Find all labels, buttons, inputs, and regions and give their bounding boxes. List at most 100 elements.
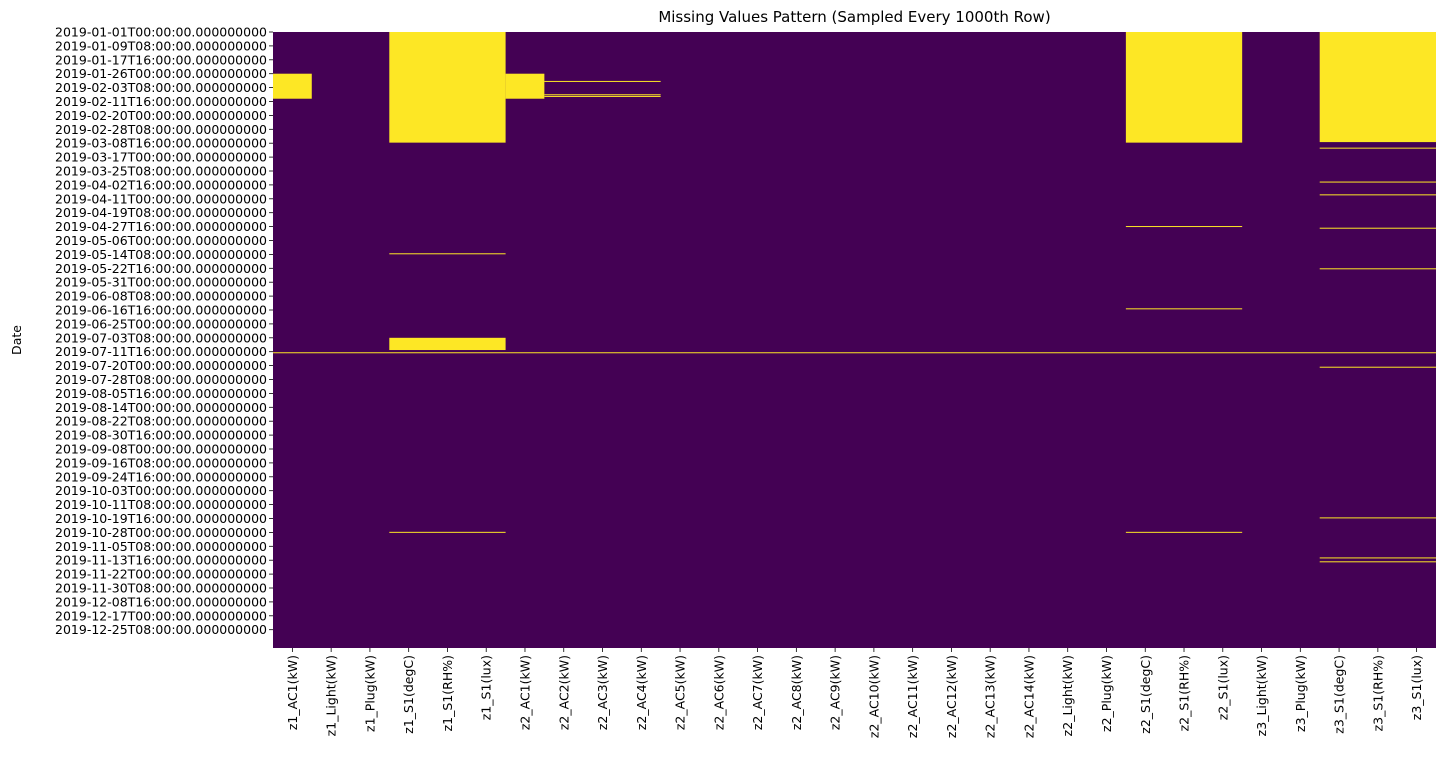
y-tick-label: 2019-01-17T16:00:00.000000000: [55, 52, 267, 67]
missing-cell: [273, 73, 312, 99]
y-tick-label: 2019-10-28T00:00:00.000000000: [55, 525, 267, 540]
x-tick-label: z2_Light(kW): [1060, 655, 1075, 736]
y-axis-ticks: 2019-01-01T00:00:00.0000000002019-01-09T…: [55, 25, 273, 637]
missing-cell: [1319, 517, 1436, 519]
y-tick-label: 2019-07-03T08:00:00.000000000: [55, 330, 267, 345]
y-tick-label: 2019-02-20T00:00:00.000000000: [55, 108, 267, 123]
y-tick-label: 2019-02-28T08:00:00.000000000: [55, 122, 267, 137]
y-tick-label: 2019-12-08T16:00:00.000000000: [55, 594, 267, 609]
y-tick-label: 2019-05-06T00:00:00.000000000: [55, 233, 267, 248]
missing-cell: [1319, 147, 1436, 149]
missing-cell: [1319, 366, 1436, 368]
y-tick-label: 2019-01-01T00:00:00.000000000: [55, 25, 267, 40]
x-tick-label: z1_Light(kW): [324, 655, 339, 736]
x-tick-label: z3_S1(degC): [1332, 655, 1347, 734]
x-tick-label: z1_AC1(kW): [285, 655, 300, 730]
missing-cell: [1125, 531, 1243, 533]
y-tick-label: 2019-11-05T08:00:00.000000000: [55, 539, 267, 554]
missing-cell: [1319, 268, 1436, 270]
missing-cell: [1319, 194, 1436, 196]
y-tick-label: 2019-08-14T00:00:00.000000000: [55, 400, 267, 415]
x-tick-label: z3_S1(RH%): [1370, 655, 1385, 731]
x-tick-label: z3_Light(kW): [1254, 655, 1269, 736]
y-tick-label: 2019-03-17T00:00:00.000000000: [55, 150, 267, 165]
x-tick-label: z2_AC10(kW): [866, 655, 881, 738]
x-tick-label: z2_Plug(kW): [1099, 655, 1114, 732]
x-tick-label: z1_S1(lux): [479, 655, 494, 720]
missing-cell: [389, 531, 506, 533]
x-tick-label: z2_S1(lux): [1215, 655, 1230, 720]
missing-cell: [389, 253, 506, 255]
missing-cell: [1319, 557, 1436, 559]
y-axis-label: Date: [9, 325, 24, 355]
x-tick-label: z2_AC4(kW): [634, 655, 649, 730]
y-tick-label: 2019-04-27T16:00:00.000000000: [55, 219, 267, 234]
x-tick-label: z2_AC12(kW): [944, 655, 959, 738]
y-tick-label: 2019-01-09T08:00:00.000000000: [55, 38, 267, 53]
y-tick-label: 2019-12-17T00:00:00.000000000: [55, 608, 267, 623]
y-tick-label: 2019-06-25T00:00:00.000000000: [55, 316, 267, 331]
x-tick-label: z2_S1(degC): [1138, 655, 1153, 734]
y-tick-label: 2019-05-22T16:00:00.000000000: [55, 261, 267, 276]
missing-cell: [544, 80, 661, 82]
x-tick-label: z2_AC14(kW): [1021, 655, 1036, 738]
y-tick-label: 2019-07-28T08:00:00.000000000: [55, 372, 267, 387]
missing-cell: [1319, 181, 1436, 183]
y-tick-label: 2019-07-20T00:00:00.000000000: [55, 358, 267, 373]
y-tick-label: 2019-09-24T16:00:00.000000000: [55, 469, 267, 484]
y-tick-label: 2019-08-22T08:00:00.000000000: [55, 414, 267, 429]
x-tick-label: z2_AC6(kW): [711, 655, 726, 730]
y-tick-label: 2019-10-11T08:00:00.000000000: [55, 497, 267, 512]
x-tick-label: z2_AC3(kW): [595, 655, 610, 730]
y-tick-label: 2019-10-19T16:00:00.000000000: [55, 511, 267, 526]
missing-cell: [505, 73, 545, 99]
missing-cell: [544, 95, 661, 97]
x-tick-label: z2_S1(RH%): [1177, 655, 1192, 731]
missing-cell: [1125, 226, 1243, 228]
y-tick-label: 2019-10-03T00:00:00.000000000: [55, 483, 267, 498]
y-tick-label: 2019-07-11T16:00:00.000000000: [55, 344, 267, 359]
x-tick-label: z2_AC9(kW): [828, 655, 843, 730]
y-tick-label: 2019-11-30T08:00:00.000000000: [55, 581, 267, 596]
y-tick-label: 2019-11-13T16:00:00.000000000: [55, 553, 267, 568]
missing-cell: [544, 94, 661, 96]
x-tick-label: z2_AC13(kW): [983, 655, 998, 738]
missing-cell: [389, 337, 506, 351]
y-tick-label: 2019-01-26T00:00:00.000000000: [55, 66, 267, 81]
missing-cell: [1125, 308, 1243, 310]
missing-cell: [389, 32, 506, 143]
y-tick-label: 2019-09-16T08:00:00.000000000: [55, 455, 267, 470]
y-tick-label: 2019-04-19T08:00:00.000000000: [55, 205, 267, 220]
y-tick-label: 2019-08-30T16:00:00.000000000: [55, 428, 267, 443]
x-tick-label: z2_AC7(kW): [750, 655, 765, 730]
y-tick-label: 2019-04-02T16:00:00.000000000: [55, 177, 267, 192]
x-axis-ticks: z1_AC1(kW) z1_Light(kW) z1_Plug(kW) z1_S1(d…: [285, 648, 1424, 738]
y-tick-label: 2019-12-25T08:00:00.000000000: [55, 622, 267, 637]
chart-title: Missing Values Pattern (Sampled Every 10…: [658, 8, 1051, 26]
x-tick-label: z3_S1(lux): [1409, 655, 1424, 720]
x-tick-label: z2_AC8(kW): [789, 655, 804, 730]
x-tick-label: z1_S1(degC): [401, 655, 416, 734]
missing-cell: [1319, 227, 1436, 229]
y-tick-label: 2019-08-05T16:00:00.000000000: [55, 386, 267, 401]
y-tick-label: 2019-06-16T16:00:00.000000000: [55, 303, 267, 318]
missing-cells: [273, 32, 1436, 563]
y-tick-label: 2019-02-03T08:00:00.000000000: [55, 80, 267, 95]
x-tick-label: z1_S1(RH%): [440, 655, 455, 731]
x-tick-label: z2_AC1(kW): [517, 655, 532, 730]
x-tick-label: z2_AC2(kW): [556, 655, 571, 730]
x-tick-label: z2_AC11(kW): [905, 655, 920, 738]
y-tick-label: 2019-04-11T00:00:00.000000000: [55, 191, 267, 206]
y-tick-label: 2019-05-14T08:00:00.000000000: [55, 247, 267, 262]
y-tick-label: 2019-11-22T00:00:00.000000000: [55, 567, 267, 582]
y-tick-label: 2019-05-31T00:00:00.000000000: [55, 275, 267, 290]
missing-cell: [273, 352, 1436, 354]
x-tick-label: z2_AC5(kW): [673, 655, 688, 730]
y-tick-label: 2019-03-08T16:00:00.000000000: [55, 136, 267, 151]
y-tick-label: 2019-02-11T16:00:00.000000000: [55, 94, 267, 109]
x-tick-label: z1_Plug(kW): [362, 655, 377, 732]
missing-cell: [1125, 32, 1243, 143]
y-tick-label: 2019-09-08T00:00:00.000000000: [55, 442, 267, 457]
y-tick-label: 2019-06-08T08:00:00.000000000: [55, 289, 267, 304]
